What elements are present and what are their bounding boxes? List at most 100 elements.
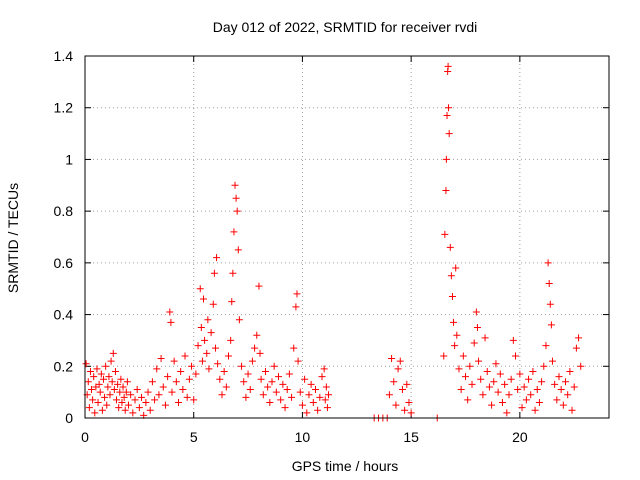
- y-axis-label: SRMTID / TECUs: [5, 183, 21, 293]
- data-point: [298, 401, 306, 409]
- data-point: [293, 290, 301, 298]
- data-point: [123, 378, 131, 386]
- data-point: [522, 396, 530, 404]
- data-point: [459, 352, 467, 360]
- data-point: [86, 367, 94, 375]
- data-point: [91, 409, 99, 417]
- data-point: [483, 367, 491, 375]
- data-point: [222, 383, 230, 391]
- data-point: [119, 383, 127, 391]
- data-point: [307, 380, 315, 388]
- data-point: [138, 393, 146, 401]
- data-point: [548, 357, 556, 365]
- data-point: [285, 370, 293, 378]
- data-point: [234, 246, 242, 254]
- y-tick-label: 0.6: [54, 255, 74, 271]
- data-point: [264, 383, 272, 391]
- data-point: [320, 365, 328, 373]
- chart-title: Day 012 of 2022, SRMTID for receiver rvd…: [213, 19, 478, 35]
- data-point: [179, 386, 187, 394]
- data-point: [164, 373, 172, 381]
- data-point: [251, 344, 259, 352]
- data-point: [392, 401, 400, 409]
- data-point: [542, 342, 550, 350]
- data-point: [95, 380, 103, 388]
- data-point: [457, 386, 465, 394]
- data-point: [405, 398, 413, 406]
- data-point: [96, 388, 104, 396]
- y-tick-label: 0.4: [54, 307, 74, 323]
- data-point: [255, 282, 263, 290]
- data-point: [490, 378, 498, 386]
- data-point: [88, 386, 96, 394]
- data-point: [207, 329, 215, 337]
- data-point: [84, 378, 92, 386]
- data-point: [322, 383, 330, 391]
- data-point: [546, 300, 554, 308]
- data-point: [531, 406, 539, 414]
- data-point: [444, 62, 452, 70]
- data-point: [520, 383, 528, 391]
- data-point: [503, 409, 511, 417]
- data-point: [259, 391, 267, 399]
- data-point: [505, 391, 513, 399]
- data-point: [127, 391, 135, 399]
- data-point: [501, 380, 509, 388]
- data-point: [272, 388, 280, 396]
- data-point: [170, 357, 178, 365]
- data-point: [551, 380, 559, 388]
- data-point: [464, 396, 472, 404]
- data-point: [174, 398, 182, 406]
- data-point: [448, 292, 456, 300]
- data-point: [102, 362, 110, 370]
- data-point: [196, 285, 204, 293]
- data-point: [120, 393, 128, 401]
- data-point: [475, 357, 483, 365]
- data-point: [385, 391, 393, 399]
- data-point: [275, 373, 283, 381]
- data-point: [155, 391, 163, 399]
- data-point: [566, 367, 574, 375]
- data-point: [256, 349, 264, 357]
- data-point: [99, 375, 107, 383]
- data-point: [281, 404, 289, 412]
- y-tick-label: 0: [65, 410, 73, 426]
- data-point: [455, 365, 463, 373]
- data-point: [209, 300, 217, 308]
- data-point: [445, 104, 453, 112]
- data-point: [257, 375, 265, 383]
- data-point: [144, 388, 152, 396]
- data-point: [261, 367, 269, 375]
- data-point: [390, 378, 398, 386]
- data-point: [440, 352, 448, 360]
- data-point: [240, 378, 248, 386]
- data-point: [473, 324, 481, 331]
- data-point: [477, 375, 485, 383]
- data-point: [205, 365, 213, 373]
- data-point: [450, 318, 458, 326]
- data-points: [82, 62, 585, 422]
- data-point: [113, 396, 121, 404]
- data-point: [547, 321, 555, 329]
- data-point: [253, 331, 261, 339]
- data-point: [213, 254, 221, 262]
- data-point: [246, 386, 254, 394]
- data-point: [228, 298, 236, 306]
- data-point: [507, 375, 515, 383]
- data-point: [114, 380, 122, 388]
- data-point: [292, 303, 300, 311]
- data-point: [512, 352, 520, 360]
- data-point: [303, 409, 311, 417]
- data-point: [294, 357, 302, 365]
- data-point: [443, 111, 451, 119]
- data-point: [564, 391, 572, 399]
- data-point: [396, 357, 404, 365]
- data-point: [316, 393, 324, 401]
- data-point: [575, 334, 583, 342]
- data-point: [447, 272, 455, 280]
- data-point: [568, 406, 576, 414]
- data-point: [555, 373, 563, 381]
- data-point: [325, 391, 333, 399]
- data-point: [283, 386, 291, 394]
